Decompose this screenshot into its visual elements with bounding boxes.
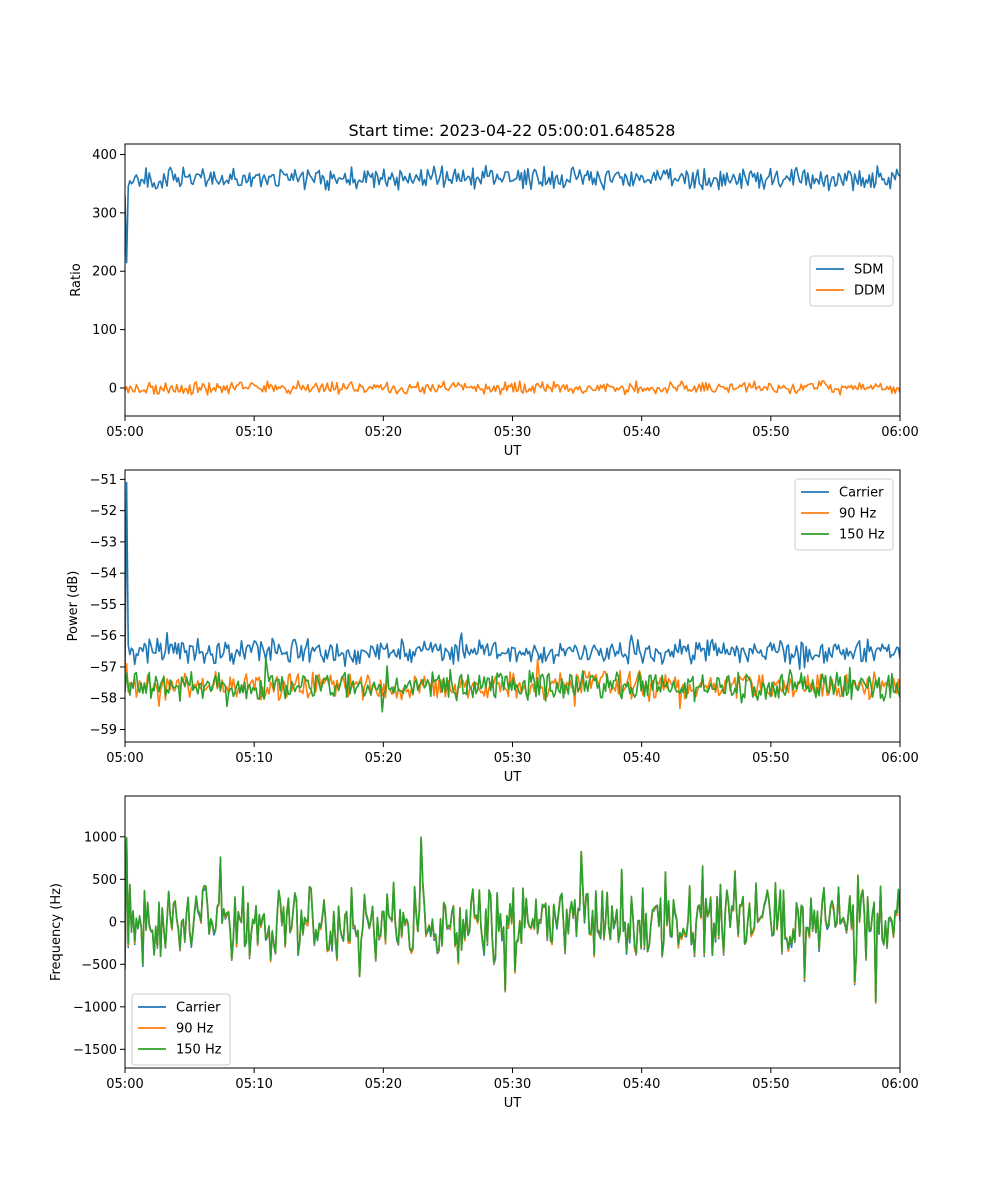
x-tick-label: 06:00 — [881, 751, 918, 766]
x-tick-label: 06:00 — [881, 425, 918, 440]
legend-box — [794, 478, 894, 551]
y-axis-label: Frequency (Hz) — [49, 883, 64, 981]
legend-label: 150 Hz — [839, 528, 885, 543]
legend: Carrier 90 Hz 150 Hz — [131, 993, 231, 1066]
legend-label: DDM — [854, 284, 885, 299]
x-tick-label: 05:20 — [365, 425, 402, 440]
x-tick-label: 05:30 — [494, 425, 531, 440]
x-tick-label: 05:00 — [106, 425, 143, 440]
legend-label: Carrier — [839, 486, 884, 501]
series-line-150-hz — [125, 656, 900, 713]
y-tick-label: 500 — [92, 873, 117, 888]
plot-frame — [124, 795, 901, 1069]
y-tick-label: −52 — [90, 504, 117, 519]
y-tick-label: −58 — [90, 692, 117, 707]
y-tick-label: −54 — [90, 567, 117, 582]
y-tick-label: −57 — [90, 660, 117, 675]
series-line-150-hz — [125, 836, 900, 1003]
y-axis-label: Power (dB) — [66, 571, 81, 642]
x-tick-label: 05:50 — [752, 751, 789, 766]
figure-title: Start time: 2023-04-22 05:00:01.648528 — [349, 121, 676, 140]
chart-2: 05:00 05:10 05:20 05:30 05:40 05:50 06:00 −59 −5… — [66, 469, 919, 785]
y-tick-label: −59 — [90, 723, 117, 738]
y-tick-label: 200 — [92, 265, 117, 280]
legend-label: Carrier — [176, 1001, 221, 1016]
x-axis-label: UT — [504, 1096, 522, 1111]
legend-label: 150 Hz — [176, 1043, 222, 1058]
y-tick-label: 0 — [109, 381, 117, 396]
y-tick-label: −51 — [90, 473, 117, 488]
x-tick-label: 05:20 — [365, 751, 402, 766]
x-tick-label: 06:00 — [881, 1077, 918, 1092]
chart-1: 05:00 05:10 05:20 05:30 05:40 05:50 06:00 0 100 2… — [69, 143, 919, 459]
x-tick-label: 05:30 — [494, 751, 531, 766]
x-tick-label: 05:50 — [752, 1077, 789, 1092]
x-tick-label: 05:40 — [623, 751, 660, 766]
x-axis-label: UT — [504, 770, 522, 785]
legend-label: 90 Hz — [839, 507, 876, 522]
y-tick-label: −1000 — [73, 1000, 117, 1015]
x-tick-label: 05:10 — [235, 751, 272, 766]
x-tick-label: 05:20 — [365, 1077, 402, 1092]
y-tick-label: 0 — [109, 915, 117, 930]
y-tick-label: 1000 — [84, 830, 117, 845]
y-tick-label: 300 — [92, 206, 117, 221]
x-tick-label: 05:40 — [623, 1077, 660, 1092]
series-line-ddm — [125, 380, 900, 396]
x-tick-label: 05:00 — [106, 751, 143, 766]
x-tick-label: 05:00 — [106, 1077, 143, 1092]
legend: Carrier 90 Hz 150 Hz — [794, 478, 894, 551]
y-axis-label: Ratio — [69, 263, 84, 296]
x-tick-label: 05:10 — [235, 1077, 272, 1092]
y-tick-label: −53 — [90, 535, 117, 550]
y-tick-label: −1500 — [73, 1043, 117, 1058]
x-tick-label: 05:40 — [623, 425, 660, 440]
legend-label: 90 Hz — [176, 1022, 213, 1037]
x-tick-label: 05:50 — [752, 425, 789, 440]
y-tick-label: −55 — [90, 598, 117, 613]
series-line-sdm — [125, 164, 900, 264]
plots: 05:00 05:10 05:20 05:30 05:40 05:50 06:00 0 100 2… — [49, 143, 919, 1111]
series-line-carrier — [125, 481, 900, 671]
x-axis-label: UT — [504, 444, 522, 459]
legend: SDM DDM — [809, 255, 894, 307]
legend-box — [131, 993, 231, 1066]
x-tick-label: 05:10 — [235, 425, 272, 440]
x-tick-label: 05:30 — [494, 1077, 531, 1092]
y-tick-label: 400 — [92, 148, 117, 163]
y-tick-label: −56 — [90, 629, 117, 644]
chart-3: 05:00 05:10 05:20 05:30 05:40 05:50 06:00 −1500… — [49, 795, 919, 1111]
plot-frame — [124, 469, 901, 743]
y-tick-label: 100 — [92, 323, 117, 338]
legend-label: SDM — [854, 263, 883, 278]
y-tick-label: −500 — [81, 958, 117, 973]
